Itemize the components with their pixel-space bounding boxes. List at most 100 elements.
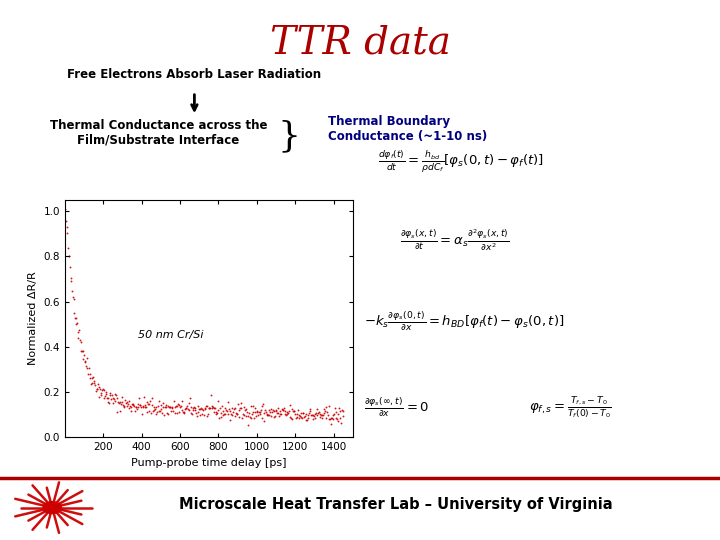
- Point: [130, 403, 141, 411]
- Point: [184, 406, 195, 415]
- Point: [139, 403, 150, 411]
- Point: [336, 406, 348, 415]
- Point: [108, 395, 120, 403]
- Point: [153, 407, 164, 416]
- Point: [158, 410, 170, 419]
- Point: [128, 402, 140, 411]
- Point: [100, 390, 112, 399]
- Point: [233, 413, 245, 421]
- Point: [169, 409, 181, 418]
- Point: [276, 406, 288, 415]
- Point: [82, 363, 94, 372]
- Point: [289, 410, 301, 418]
- Point: [215, 408, 227, 417]
- Point: [305, 411, 317, 420]
- Point: [288, 407, 300, 416]
- Point: [118, 402, 130, 411]
- Point: [294, 413, 305, 422]
- Point: [125, 407, 137, 415]
- Point: [269, 412, 280, 421]
- Point: [60, 205, 71, 213]
- Point: [225, 410, 237, 418]
- Point: [158, 399, 169, 407]
- Point: [317, 414, 328, 423]
- Point: [75, 338, 86, 346]
- Point: [284, 401, 296, 410]
- Point: [287, 407, 299, 415]
- Point: [328, 410, 340, 418]
- Point: [111, 408, 122, 416]
- Point: [132, 400, 144, 409]
- Point: [212, 397, 224, 406]
- Point: [81, 362, 92, 370]
- Point: [238, 402, 249, 411]
- Point: [227, 410, 238, 419]
- Point: [242, 421, 253, 430]
- Point: [157, 403, 168, 411]
- Point: [256, 402, 267, 410]
- Point: [315, 411, 327, 420]
- Point: [333, 417, 344, 426]
- Text: Free Electrons Absorb Laser Radiation: Free Electrons Absorb Laser Radiation: [68, 68, 321, 80]
- Point: [291, 409, 302, 418]
- Point: [184, 394, 196, 403]
- Point: [266, 408, 278, 416]
- Point: [239, 406, 251, 415]
- Point: [67, 292, 78, 301]
- Point: [146, 401, 158, 409]
- Point: [79, 357, 91, 366]
- Point: [316, 410, 328, 419]
- Point: [81, 354, 93, 362]
- Point: [330, 408, 341, 416]
- Point: [84, 374, 95, 382]
- Point: [142, 398, 153, 407]
- Point: [77, 347, 89, 355]
- Point: [112, 394, 123, 403]
- Point: [132, 402, 143, 411]
- Point: [264, 407, 276, 416]
- Point: [140, 402, 152, 411]
- Point: [307, 415, 318, 423]
- Point: [257, 400, 269, 408]
- Point: [126, 400, 138, 408]
- Point: [271, 407, 282, 415]
- Point: [95, 388, 107, 397]
- Point: [115, 400, 127, 408]
- Point: [311, 404, 323, 413]
- Point: [197, 406, 209, 414]
- Point: [230, 409, 242, 417]
- Point: [104, 399, 115, 407]
- Point: [168, 397, 180, 406]
- Point: [330, 414, 342, 422]
- Point: [209, 408, 220, 416]
- Point: [124, 403, 135, 412]
- Point: [276, 410, 287, 418]
- Point: [135, 401, 146, 409]
- Point: [206, 404, 217, 413]
- Point: [168, 407, 179, 416]
- Point: [150, 409, 161, 418]
- Point: [107, 399, 119, 407]
- Point: [289, 407, 300, 416]
- Point: [313, 408, 325, 416]
- Point: [226, 403, 238, 412]
- Point: [258, 409, 270, 418]
- Point: [178, 408, 189, 417]
- Point: [145, 397, 156, 406]
- Text: Microscale Heat Transfer Lab – University of Virginia: Microscale Heat Transfer Lab – Universit…: [179, 497, 613, 512]
- Point: [255, 406, 266, 414]
- Text: 50 nm Cr/Si: 50 nm Cr/Si: [138, 330, 203, 340]
- Point: [203, 404, 215, 413]
- Point: [143, 400, 154, 408]
- Point: [82, 369, 94, 378]
- Point: [306, 410, 318, 419]
- Point: [102, 394, 114, 402]
- Point: [76, 346, 88, 355]
- Text: $\varphi_{f,s} = \frac{T_{f,s} - T_0}{T_f(0) - T_0}$: $\varphi_{f,s} = \frac{T_{f,s} - T_0}{T_…: [529, 395, 612, 421]
- Point: [329, 404, 341, 413]
- Point: [156, 409, 168, 417]
- Point: [325, 414, 336, 422]
- Point: [204, 404, 216, 413]
- Point: [125, 402, 137, 411]
- Point: [252, 407, 264, 416]
